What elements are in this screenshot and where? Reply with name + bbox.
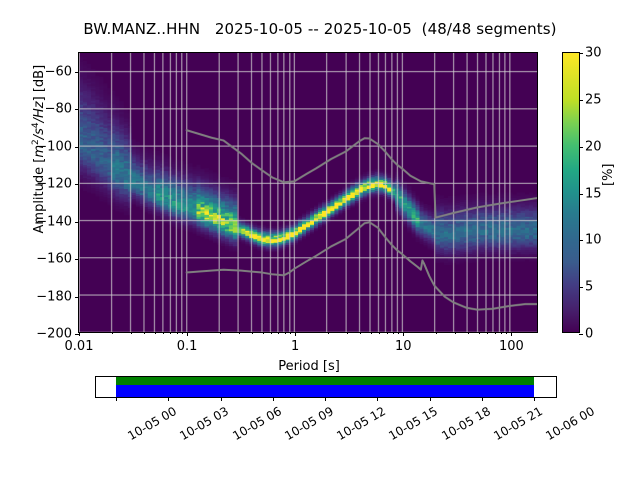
timeline-tick-mark — [481, 397, 483, 401]
coverage-bar-green — [116, 377, 534, 385]
x-minor-tick-mark — [170, 332, 172, 334]
colorbar-tick-mark — [579, 287, 583, 289]
timeline-tick-mark — [116, 397, 117, 401]
x-minor-tick-mark — [370, 332, 372, 334]
x-minor-tick-mark — [398, 332, 400, 334]
x-minor-tick-mark — [494, 332, 496, 334]
x-minor-tick-mark — [163, 332, 165, 334]
y-tick-label: −120 — [36, 176, 72, 192]
x-tick-label: 0.01 — [64, 339, 94, 354]
colorbar-tick-mark — [579, 99, 583, 101]
y-tick-mark — [75, 109, 79, 111]
x-tick-mark — [511, 332, 513, 336]
x-tick-mark — [295, 332, 297, 336]
y-tick-mark — [75, 146, 79, 148]
colorbar-tick-label: 15 — [585, 186, 602, 201]
colorbar-tick-label: 5 — [585, 279, 594, 295]
x-tick-mark — [403, 332, 405, 336]
x-minor-tick-mark — [219, 332, 221, 334]
colorbar-tick-label: 30 — [585, 45, 602, 61]
x-minor-tick-mark — [386, 332, 388, 334]
x-minor-tick-mark — [238, 332, 240, 334]
colorbar: 0 5 10 15 20 25 30 — [562, 46, 602, 342]
x-minor-tick-mark — [468, 332, 470, 334]
colorbar-tick-mark — [579, 146, 583, 148]
timeline-tick-mark — [220, 397, 222, 401]
x-tick-label: 0.1 — [176, 339, 198, 354]
timeline-tick-label: 10-05 18 — [438, 404, 493, 444]
x-minor-tick-mark — [435, 332, 437, 334]
y-tick-mark — [75, 221, 79, 223]
timeline-tick-mark — [429, 397, 431, 401]
timeline-tick-label: 10-05 06 — [229, 404, 284, 444]
y-tick-label: −140 — [36, 214, 72, 230]
x-minor-tick-mark — [154, 332, 156, 334]
y-tick-label: −200 — [36, 326, 72, 342]
x-minor-tick-mark — [454, 332, 456, 334]
timeline-tick-label: 10-05 15 — [386, 404, 441, 444]
x-tick-mark — [187, 332, 189, 336]
x-minor-tick-mark — [144, 332, 146, 334]
timeline-tick-label: 10-05 21 — [490, 404, 545, 444]
y-tick-label: −60 — [44, 64, 72, 80]
x-axis-label: Period [s] — [278, 359, 340, 374]
x-tick-label: 100 — [498, 339, 524, 354]
timeline-tick-label: 10-05 12 — [334, 404, 388, 444]
timeline-tick-mark — [377, 397, 379, 401]
x-minor-tick-mark — [278, 332, 280, 334]
colorbar-tick-mark — [579, 53, 583, 54]
x-minor-tick-mark — [176, 332, 178, 334]
x-minor-tick-mark — [506, 332, 508, 334]
page-title: BW.MANZ..HHN 2025-10-05 -- 2025-10-05 (4… — [83, 20, 557, 38]
x-minor-tick-mark — [111, 332, 113, 334]
x-tick-label: 1 — [291, 339, 300, 354]
colorbar-tick-mark — [579, 193, 583, 195]
colorbar-tick-mark — [579, 240, 583, 242]
x-minor-tick-mark — [284, 332, 286, 334]
x-minor-tick-mark — [478, 332, 480, 334]
x-minor-tick-mark — [392, 332, 394, 334]
x-minor-tick-mark — [262, 332, 264, 334]
ppsd-axes: Amplitude [m2/s4/Hz] [dB] Period [s] −60… — [31, 52, 538, 374]
timeline-tick-label: 10-06 00 — [543, 404, 597, 444]
x-minor-tick-mark — [379, 332, 381, 334]
coverage-timeline-axes: 10-05 00 10-05 03 10-05 06 10-05 09 10-05 12… — [95, 376, 597, 443]
ppsd-histogram-canvas — [79, 53, 537, 332]
x-minor-tick-mark — [500, 332, 502, 334]
x-minor-tick-mark — [271, 332, 273, 334]
x-minor-tick-mark — [290, 332, 292, 334]
y-tick-mark — [75, 71, 79, 73]
colorbar-tick-label: 10 — [585, 232, 602, 248]
timeline-tick-mark — [325, 397, 326, 401]
x-minor-tick-mark — [360, 332, 362, 334]
x-tick-label: 10 — [395, 339, 412, 354]
colorbar-label: [%] — [601, 163, 616, 187]
y-tick-label: −180 — [36, 289, 72, 305]
y-tick-label: −100 — [36, 139, 72, 155]
coverage-bar-blue — [116, 385, 534, 397]
colorbar-tick-label: 25 — [585, 92, 602, 108]
timeline-tick-mark — [168, 397, 170, 401]
y-tick-mark — [75, 334, 79, 335]
timeline-tick-label: 10-05 09 — [281, 404, 336, 444]
x-minor-tick-mark — [346, 332, 348, 334]
y-tick-mark — [75, 296, 79, 298]
timeline-tick-mark — [534, 397, 535, 401]
timeline-tick-label: 10-05 03 — [177, 404, 232, 444]
x-minor-tick-mark — [182, 332, 184, 334]
x-minor-tick-mark — [327, 332, 329, 334]
colorbar-tick-mark — [579, 334, 583, 335]
y-tick-mark — [75, 259, 79, 261]
timeline-tick-label: 10-05 00 — [125, 404, 179, 444]
y-tick-label: −160 — [36, 251, 72, 267]
colorbar-tick-label: 20 — [585, 139, 602, 155]
colorbar-tick-label: 0 — [585, 326, 594, 342]
y-tick-mark — [75, 184, 79, 186]
x-tick-mark — [79, 332, 80, 336]
y-tick-label: −80 — [44, 101, 72, 117]
x-minor-tick-mark — [130, 332, 132, 334]
timeline-tick-mark — [272, 397, 274, 401]
x-minor-tick-mark — [252, 332, 254, 334]
x-minor-tick-mark — [487, 332, 489, 334]
